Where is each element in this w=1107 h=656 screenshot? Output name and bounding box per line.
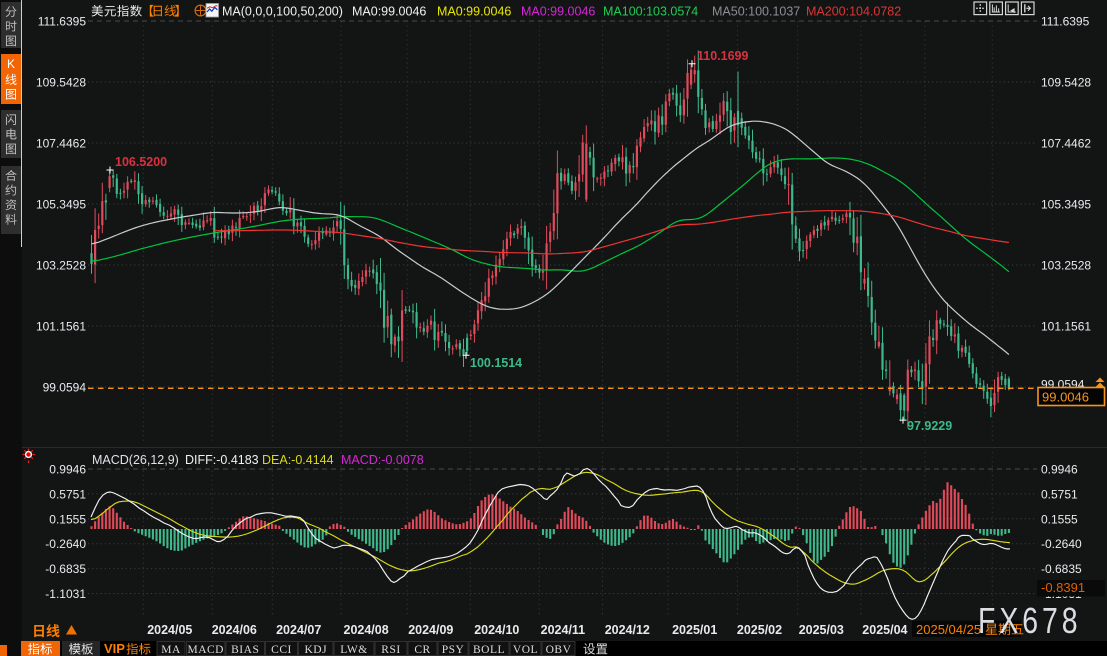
svg-text:VIP: VIP [104, 641, 125, 656]
svg-text:0.9946: 0.9946 [1041, 463, 1078, 477]
svg-text:100.1514: 100.1514 [470, 356, 522, 370]
svg-text:MA0:99.0046: MA0:99.0046 [437, 5, 511, 19]
svg-text:MACD: MACD [187, 644, 224, 656]
svg-text:2024/12: 2024/12 [605, 623, 650, 637]
svg-text:2024/08: 2024/08 [344, 623, 389, 637]
svg-text:PSY: PSY [442, 644, 465, 656]
svg-text:VOL: VOL [513, 644, 538, 656]
svg-text:2024/10: 2024/10 [474, 623, 519, 637]
svg-text:OBV: OBV [546, 644, 572, 656]
svg-text:2025/02: 2025/02 [737, 623, 782, 637]
svg-text:2024/11: 2024/11 [541, 623, 586, 637]
svg-text:CR: CR [414, 644, 430, 656]
svg-text:DEA:-0.4144: DEA:-0.4144 [262, 453, 334, 467]
svg-text:MA: MA [161, 644, 181, 656]
svg-text:FX678: FX678 [978, 601, 1082, 641]
svg-text:MACD(26,12,9): MACD(26,12,9) [92, 453, 179, 467]
svg-text:107.4462: 107.4462 [36, 137, 86, 151]
svg-text:LW&: LW& [340, 644, 367, 656]
svg-text:111.6395: 111.6395 [38, 15, 87, 29]
svg-text:0.1555: 0.1555 [49, 512, 86, 526]
svg-text:-0.6835: -0.6835 [45, 562, 86, 576]
svg-text:2024/06: 2024/06 [212, 623, 257, 637]
svg-text:RSI: RSI [381, 644, 400, 656]
svg-text:2025/04/25: 2025/04/25 [916, 622, 981, 637]
svg-text:BIAS: BIAS [231, 644, 259, 656]
svg-text:-0.2640: -0.2640 [1041, 537, 1082, 551]
svg-text:99.0046: 99.0046 [1042, 390, 1089, 405]
svg-text:KDJ: KDJ [304, 644, 327, 656]
svg-text:101.1561: 101.1561 [1041, 320, 1091, 334]
svg-text:0.5751: 0.5751 [49, 487, 86, 501]
svg-text:107.4462: 107.4462 [1041, 137, 1091, 151]
svg-text:109.5428: 109.5428 [36, 76, 86, 90]
svg-text:105.3495: 105.3495 [1041, 198, 1091, 212]
svg-text:MACD:-0.0078: MACD:-0.0078 [341, 453, 424, 467]
svg-text:MA0:99.0046: MA0:99.0046 [352, 5, 426, 19]
svg-text:2025/01: 2025/01 [672, 623, 717, 637]
svg-text:0.9946: 0.9946 [49, 463, 86, 477]
svg-text:MA200:104.0782: MA200:104.0782 [806, 5, 901, 19]
svg-text:111.6395: 111.6395 [1041, 15, 1090, 29]
svg-text:0.5751: 0.5751 [1041, 487, 1078, 501]
svg-text:99.0594: 99.0594 [43, 381, 87, 395]
svg-text:97.9229: 97.9229 [907, 419, 952, 433]
svg-text:2024/05: 2024/05 [147, 623, 192, 637]
svg-text:BOLL: BOLL [473, 644, 505, 656]
svg-text:K: K [7, 57, 15, 71]
svg-text:105.3495: 105.3495 [36, 198, 86, 212]
svg-text:103.2528: 103.2528 [1041, 259, 1091, 273]
svg-text:2025/04: 2025/04 [862, 623, 907, 637]
svg-text:-0.2640: -0.2640 [45, 537, 86, 551]
svg-text:-0.8391: -0.8391 [1041, 580, 1085, 595]
svg-text:CCI: CCI [271, 644, 292, 656]
svg-text:MA(0,0,0,100,50,200): MA(0,0,0,100,50,200) [222, 5, 343, 19]
svg-text:2024/09: 2024/09 [408, 623, 453, 637]
svg-text:2025/03: 2025/03 [799, 623, 844, 637]
svg-text:-1.1031: -1.1031 [45, 587, 86, 601]
svg-text:-0.6835: -0.6835 [1041, 562, 1082, 576]
svg-text:DIFF:-0.4183: DIFF:-0.4183 [185, 453, 259, 467]
svg-text:2024/07: 2024/07 [276, 623, 321, 637]
svg-text:0.1555: 0.1555 [1041, 512, 1078, 526]
svg-text:103.2528: 103.2528 [36, 259, 86, 273]
svg-text:MA0:99.0046: MA0:99.0046 [521, 5, 595, 19]
svg-text:109.5428: 109.5428 [1041, 76, 1091, 90]
svg-text:MA50:100.1037: MA50:100.1037 [712, 5, 800, 19]
svg-text:101.1561: 101.1561 [36, 320, 86, 334]
svg-text:106.5200: 106.5200 [115, 155, 167, 169]
svg-text:MA100:103.0574: MA100:103.0574 [603, 5, 698, 19]
svg-text:110.1699: 110.1699 [697, 49, 748, 63]
